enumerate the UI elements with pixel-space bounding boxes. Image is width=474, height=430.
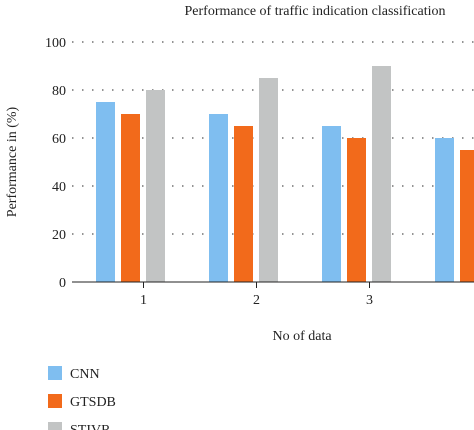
bar-gtsdb-2 [234, 126, 253, 282]
legend-swatch-gtsdb [48, 394, 62, 408]
bar-stivr-3 [372, 66, 391, 282]
y-tick-label: 100 [45, 36, 66, 51]
x-tick-labels: 1234 [140, 282, 373, 308]
legend-label-stivr: STIVR [70, 423, 111, 430]
chart-title: Performance of traffic indication classi… [185, 4, 446, 19]
y-tick-label: 40 [52, 180, 66, 195]
y-tick-label: 60 [52, 132, 66, 147]
bar-stivr-2 [259, 78, 278, 282]
bar-stivr-1 [146, 90, 165, 282]
bar-cnn-4 [435, 138, 454, 282]
y-tick-label: 20 [52, 228, 66, 243]
bar-gtsdb-4 [460, 150, 474, 282]
y-axis-label: Performance in (%) [5, 106, 20, 217]
y-tick-label: 80 [52, 84, 66, 99]
y-tick-label: 0 [59, 276, 66, 291]
legend-swatch-stivr [48, 422, 62, 430]
x-tick-label: 3 [366, 293, 373, 308]
x-axis-label: No of data [272, 329, 332, 344]
legend: CNN GTSDB STIVR [48, 366, 116, 430]
legend-label-cnn: CNN [70, 367, 100, 382]
y-tick-labels: 0 20 40 60 80 100 [45, 36, 66, 291]
bar-cnn-1 [96, 102, 115, 282]
bars [96, 66, 474, 282]
bar-gtsdb-1 [121, 114, 140, 282]
x-tick-label: 2 [253, 293, 260, 308]
bar-cnn-2 [209, 114, 228, 282]
x-tick-label: 1 [140, 293, 147, 308]
bar-gtsdb-3 [347, 138, 366, 282]
legend-label-gtsdb: GTSDB [70, 395, 116, 410]
bar-cnn-3 [322, 126, 341, 282]
legend-swatch-cnn [48, 366, 62, 380]
